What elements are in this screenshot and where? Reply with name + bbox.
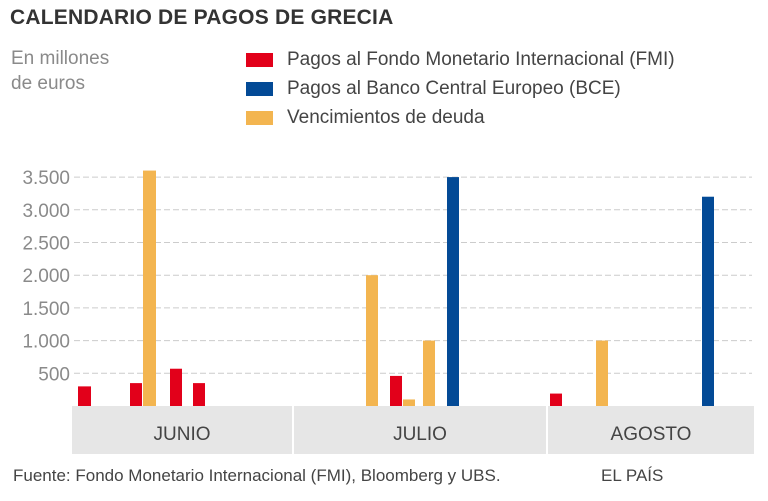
bar-bce — [447, 177, 459, 406]
y-tick-label: 500 — [38, 364, 70, 385]
bar-fmi — [170, 368, 182, 406]
legend-swatch-deuda — [246, 110, 273, 125]
bar-fmi — [78, 386, 91, 406]
legend-swatch-bce — [246, 81, 273, 96]
chart-title: CALENDARIO DE PAGOS DE GRECIA — [10, 6, 394, 29]
y-tick-label: 3.000 — [22, 201, 70, 222]
legend: Pagos al Fondo Monetario Internacional (… — [246, 45, 675, 132]
legend-label-fmi: Pagos al Fondo Monetario Internacional (… — [287, 48, 675, 70]
bar-fmi — [390, 375, 402, 406]
source-note: Fuente: Fondo Monetario Internacional (F… — [13, 466, 501, 485]
x-axis-band — [72, 406, 292, 454]
legend-item-deuda: Vencimientos de deuda — [246, 103, 675, 132]
bar-fmi — [130, 383, 142, 406]
bar-bce — [702, 196, 714, 406]
bar-deuda — [403, 399, 415, 406]
legend-item-fmi: Pagos al Fondo Monetario Internacional (… — [246, 45, 675, 74]
y-tick-label: 2.000 — [22, 266, 70, 287]
bar-deuda — [423, 340, 435, 406]
bar-fmi — [550, 393, 562, 406]
unit-line-1: En millones — [11, 48, 110, 69]
brand-credit: EL PAÍS — [601, 466, 664, 485]
unit-line-2: de euros — [11, 73, 85, 94]
legend-label-bce: Pagos al Banco Central Europeo (BCE) — [287, 77, 621, 99]
legend-label-deuda: Vencimientos de deuda — [287, 106, 485, 128]
x-tick-label: AGOSTO — [611, 424, 692, 445]
x-axis-band — [294, 406, 546, 454]
x-tick-label: JULIO — [393, 424, 447, 445]
y-tick-label: 1.000 — [22, 332, 70, 353]
legend-swatch-fmi — [246, 52, 273, 67]
unit-label: En millones de euros — [11, 46, 151, 96]
bar-fmi — [193, 383, 205, 406]
legend-item-bce: Pagos al Banco Central Europeo (BCE) — [246, 74, 675, 103]
bar-deuda — [366, 275, 378, 406]
y-tick-label: 3.500 — [22, 168, 70, 189]
x-axis-band — [548, 406, 754, 454]
y-tick-label: 1.500 — [22, 299, 70, 320]
y-tick-label: 2.500 — [22, 234, 70, 255]
bar-deuda — [143, 170, 156, 406]
x-tick-label: JUNIO — [154, 424, 211, 445]
bar-deuda — [596, 340, 608, 406]
